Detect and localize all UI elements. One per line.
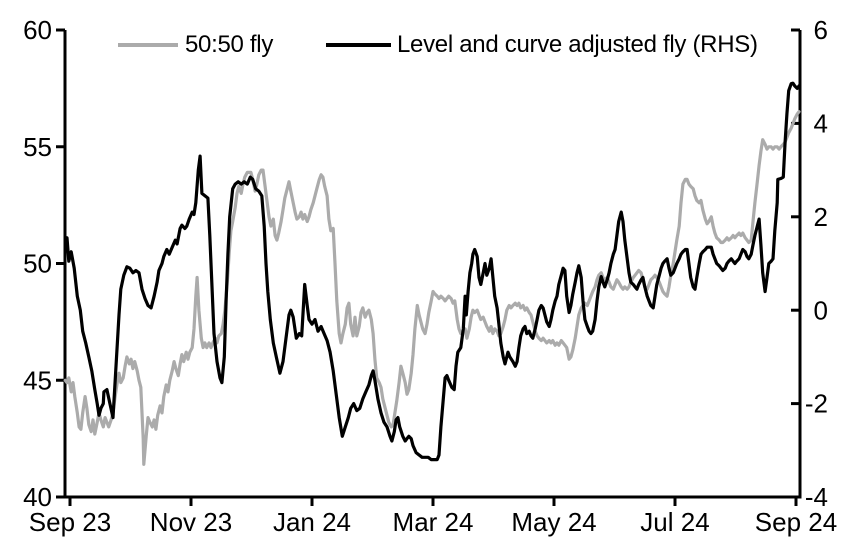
right-axis-tick-label: 6: [814, 15, 828, 45]
right-axis-tick-label: 0: [814, 295, 828, 325]
left-axis-tick-label: 50: [23, 249, 52, 279]
series-5050-fly-line: [63, 110, 801, 466]
x-axis-tick-label: Jan 24: [273, 507, 351, 537]
x-axis-tick-label: Jul 24: [640, 507, 709, 537]
legend-line-gray: [118, 43, 178, 47]
legend-line-black: [326, 43, 391, 47]
right-axis-tick-label: 2: [814, 202, 828, 232]
left-axis-tick-label: 40: [23, 482, 52, 512]
legend-label-5050-fly: 50:50 fly: [185, 31, 274, 58]
x-axis-tick-label: Sep 23: [29, 507, 111, 537]
left-axis-tick-label: 60: [23, 15, 52, 45]
x-axis-tick-label: Mar 24: [393, 507, 474, 537]
right-axis-tick-label: -2: [805, 389, 828, 419]
legend-label-adjusted-fly: Level and curve adjusted fly (RHS): [397, 31, 758, 58]
x-axis-tick-label: May 24: [511, 507, 596, 537]
x-axis-tick-label: Nov 23: [150, 507, 232, 537]
right-axis-tick-label: -4: [805, 482, 828, 512]
right-axis-tick-label: 4: [814, 109, 828, 139]
series-adjusted-fly-line: [63, 81, 801, 462]
left-axis-tick-label: 55: [23, 132, 52, 162]
left-axis-tick-label: 45: [23, 365, 52, 395]
x-axis-tick-label: Sep 24: [755, 507, 837, 537]
